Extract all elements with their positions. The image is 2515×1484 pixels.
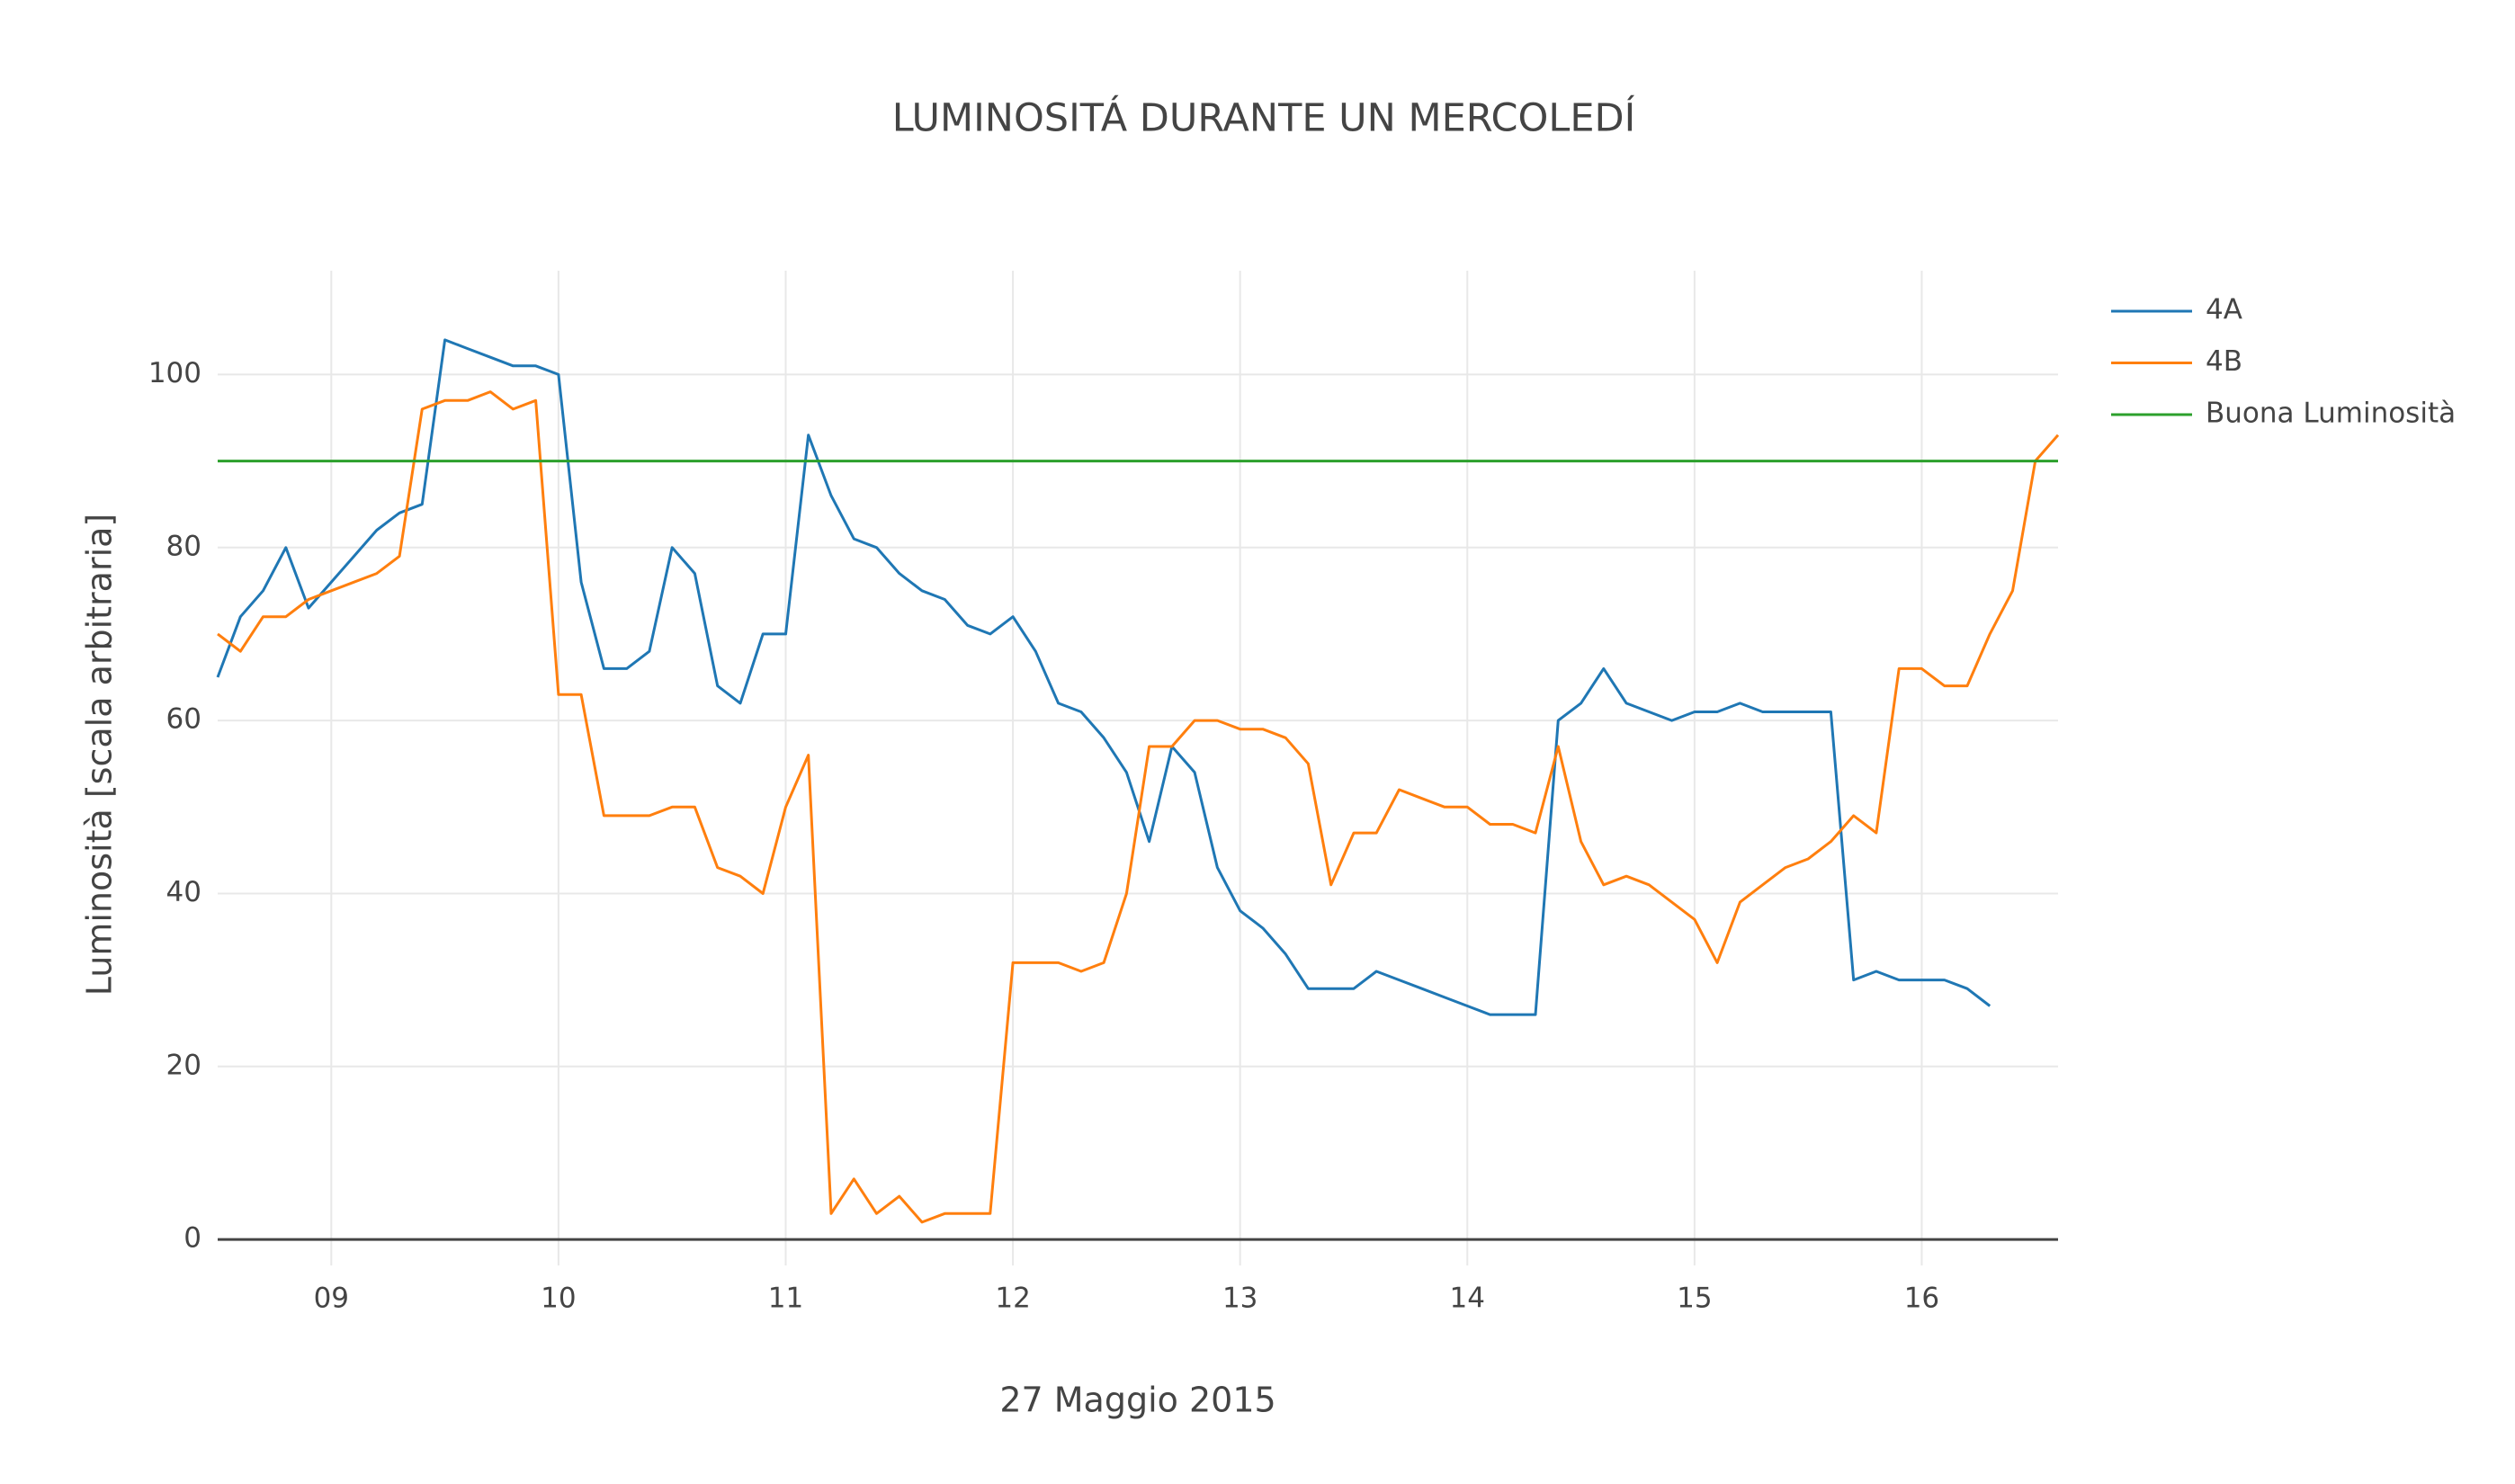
legend-label: 4A <box>2206 294 2242 326</box>
chart-title: LUMINOSITÁ DURANTE UN MERCOLEDÍ <box>892 95 1636 141</box>
x-tick-label: 16 <box>1904 1283 1939 1315</box>
y-axis-title: Luminosità [scala arbitraria] <box>80 514 120 997</box>
y-tick-label: 80 <box>166 530 201 562</box>
x-axis-title: 27 Maggio 2015 <box>999 1381 1275 1420</box>
y-tick-label: 40 <box>166 876 201 908</box>
x-tick-label: 15 <box>1677 1283 1712 1315</box>
line-series <box>216 338 1991 1016</box>
legend-label: Buona Luminosità <box>2206 398 2456 430</box>
line-series <box>217 390 2060 1224</box>
legend-label: 4B <box>2206 345 2242 378</box>
y-tick-label: 20 <box>166 1049 201 1081</box>
x-tick-label: 10 <box>541 1283 576 1315</box>
y-tick-label: 60 <box>166 703 201 736</box>
x-tick-label: 13 <box>1222 1283 1258 1315</box>
x-tick-label: 09 <box>314 1283 349 1315</box>
x-tick-label: 11 <box>768 1283 803 1315</box>
x-tick-label: 12 <box>995 1283 1030 1315</box>
y-tick-label: 100 <box>148 357 201 389</box>
y-tick-label: 0 <box>183 1222 201 1255</box>
x-tick-label: 14 <box>1450 1283 1485 1315</box>
